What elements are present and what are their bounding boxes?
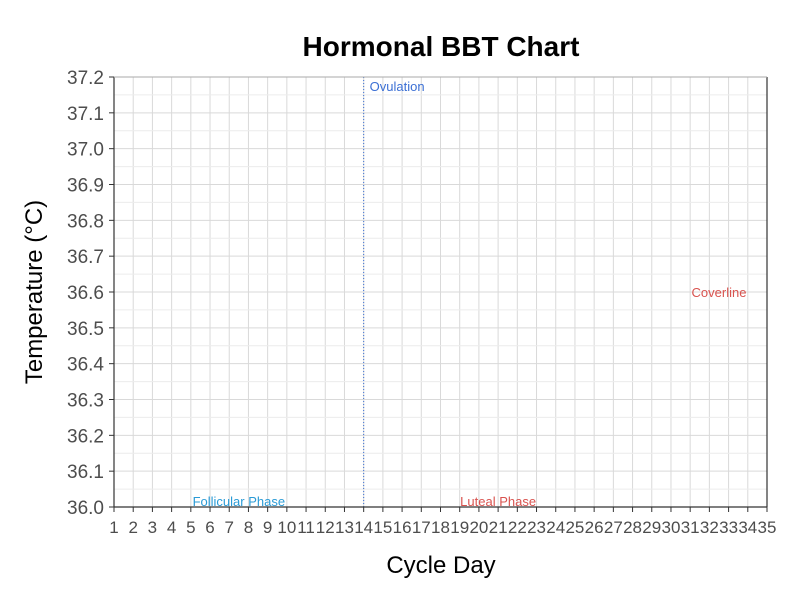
y-tick-label: 36.7 xyxy=(67,247,104,268)
x-tick-label: 28 xyxy=(623,518,642,537)
y-tick-label: 36.2 xyxy=(67,426,104,447)
x-tick-label: 1 xyxy=(109,518,118,537)
y-axis-title: Temperature (°C) xyxy=(21,200,48,384)
x-axis-title: Cycle Day xyxy=(386,552,495,579)
y-tick-label: 36.9 xyxy=(67,176,104,197)
x-tick-label: 10 xyxy=(277,518,296,537)
x-tick-label: 31 xyxy=(681,518,700,537)
annotation-layer: Ovulation Coverline Follicular Phase Luteal… xyxy=(193,77,747,509)
x-tick-label: 9 xyxy=(263,518,272,537)
y-tick-label: 36.6 xyxy=(67,283,104,304)
x-tick-label: 20 xyxy=(469,518,488,537)
follicular-phase-label: Follicular Phase xyxy=(193,494,286,509)
x-tick-label: 6 xyxy=(205,518,214,537)
x-tick-label: 33 xyxy=(719,518,738,537)
y-tick-label: 37.0 xyxy=(67,140,104,161)
axis-layer: 36.0 36.1 36.2 36.3 36.4 36.5 36.6 36.7 36.8 36.9… xyxy=(67,68,776,537)
y-tick-label: 36.3 xyxy=(67,391,104,412)
y-tick-label: 36.8 xyxy=(67,211,104,232)
x-tick-label: 32 xyxy=(700,518,719,537)
x-tick-label: 8 xyxy=(244,518,253,537)
y-tick-label: 36.5 xyxy=(67,319,104,340)
x-tick-label: 12 xyxy=(316,518,335,537)
chart-title: Hormonal BBT Chart xyxy=(303,31,580,62)
x-tick-label: 34 xyxy=(738,518,757,537)
x-tick-label: 3 xyxy=(148,518,157,537)
coverline-label: Coverline xyxy=(692,285,747,300)
x-tick-label: 17 xyxy=(412,518,431,537)
x-tick-label: 11 xyxy=(297,518,315,537)
x-tick-label: 29 xyxy=(642,518,661,537)
x-tick-label: 5 xyxy=(186,518,195,537)
x-tick-label: 2 xyxy=(128,518,137,537)
x-tick-label: 26 xyxy=(585,518,604,537)
ovulation-label: Ovulation xyxy=(370,79,425,94)
y-tick-label: 36.1 xyxy=(67,462,104,483)
x-tick-label: 23 xyxy=(527,518,546,537)
x-tick-label: 4 xyxy=(167,518,176,537)
x-tick-label: 35 xyxy=(758,518,777,537)
x-tick-label: 24 xyxy=(546,518,565,537)
x-tick-label: 21 xyxy=(489,518,508,537)
x-tick-label: 27 xyxy=(604,518,623,537)
y-tick-label: 36.4 xyxy=(67,355,104,376)
x-tick-label: 19 xyxy=(450,518,469,537)
y-tick-label: 37.2 xyxy=(67,68,104,89)
x-tick-label: 22 xyxy=(508,518,527,537)
x-tick-label: 7 xyxy=(225,518,234,537)
y-tick-label: 37.1 xyxy=(67,104,104,125)
luteal-phase-label: Luteal Phase xyxy=(460,494,536,509)
x-tick-label: 13 xyxy=(335,518,354,537)
x-tick-label: 14 xyxy=(354,518,373,537)
x-tick-label: 18 xyxy=(431,518,450,537)
x-tick-label: 16 xyxy=(393,518,412,537)
grid-layer xyxy=(113,76,768,508)
x-tick-label: 15 xyxy=(373,518,392,537)
x-tick-label: 25 xyxy=(565,518,584,537)
y-tick-label: 36.0 xyxy=(67,498,104,519)
x-tick-label: 30 xyxy=(662,518,681,537)
